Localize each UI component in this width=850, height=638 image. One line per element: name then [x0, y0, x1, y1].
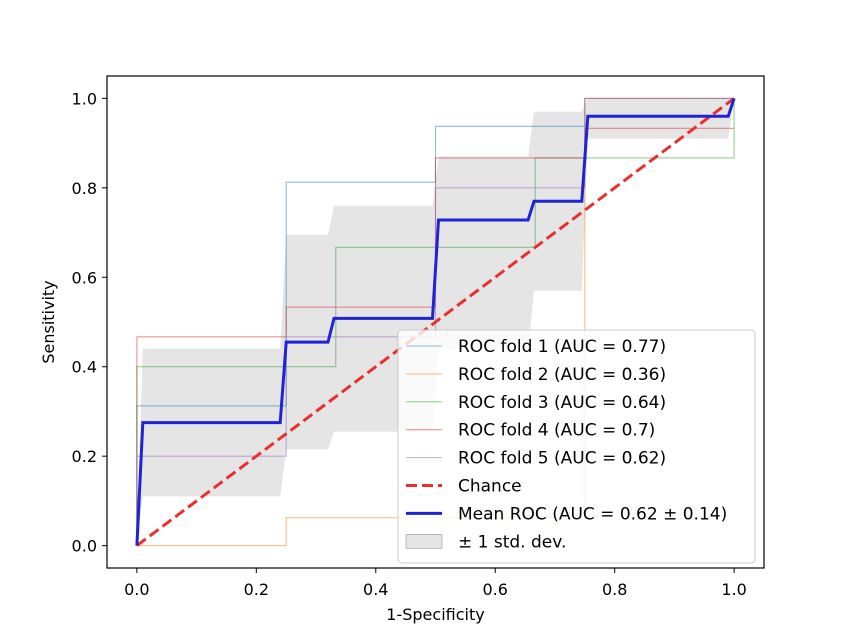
x-axis-label: 1-Specificity	[386, 605, 484, 624]
x-tick-label: 0.6	[483, 580, 508, 599]
y-tick-label: 0.6	[72, 268, 97, 287]
y-tick-label: 0.2	[72, 447, 97, 466]
x-tick-label: 0.8	[602, 580, 627, 599]
x-tick-label: 1.0	[721, 580, 746, 599]
legend-label: ROC fold 5 (AUC = 0.62)	[458, 449, 666, 469]
legend-handle-band	[405, 533, 443, 549]
y-tick-label: 0.8	[72, 179, 97, 198]
legend-label: ± 1 std. dev.	[458, 532, 566, 552]
y-tick-label: 0.4	[72, 358, 97, 377]
legend-label: ROC fold 4 (AUC = 0.7)	[458, 421, 655, 441]
x-tick-label: 0.4	[363, 580, 388, 599]
plot-frame	[106, 75, 765, 569]
legend-box	[397, 329, 756, 564]
legend-label: Mean ROC (AUC = 0.62 ± 0.14)	[458, 504, 727, 524]
y-axis-label: Sensitivity	[39, 280, 58, 363]
x-ticks: 0.0 0.2 0.4 0.6 0.8 1.0	[124, 568, 747, 599]
legend-label: ROC fold 3 (AUC = 0.64)	[458, 393, 666, 413]
legend-label: ROC fold 2 (AUC = 0.36)	[458, 365, 666, 385]
chance-line	[136, 97, 735, 547]
y-ticks: 0.0 0.2 0.4 0.6 0.8 1.0	[72, 89, 107, 556]
legend-label: Chance	[458, 477, 522, 497]
y-tick-label: 1.0	[72, 89, 97, 108]
y-tick-label: 0.0	[72, 537, 97, 556]
x-tick-label: 0.2	[244, 580, 269, 599]
legend: ROC fold 1 (AUC = 0.77) ROC fold 2 (AUC =…	[397, 329, 756, 564]
x-tick-label: 0.0	[124, 580, 149, 599]
mean-roc-line	[135, 97, 736, 546]
legend-label: ROC fold 1 (AUC = 0.77)	[458, 337, 666, 357]
